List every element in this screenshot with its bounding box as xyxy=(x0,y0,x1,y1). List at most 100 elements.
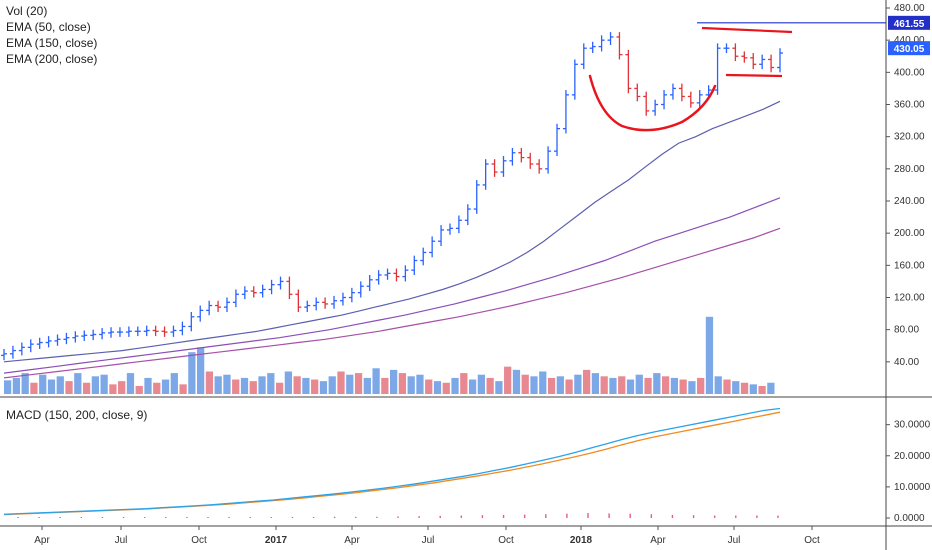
volume-bar xyxy=(319,381,328,394)
volume-bar xyxy=(214,376,222,394)
volume-bar xyxy=(12,377,21,394)
volume-bar xyxy=(82,382,91,394)
volume-bar xyxy=(574,374,582,394)
volume-bar xyxy=(354,373,363,394)
volume-bar xyxy=(205,371,214,394)
volume-bar xyxy=(460,373,468,394)
volume-bar xyxy=(451,377,459,394)
price-y-tick-label: 440.00 xyxy=(894,35,925,46)
price-y-tick-label: 200.00 xyxy=(894,228,925,239)
volume-bar xyxy=(30,382,38,394)
resistance-badge xyxy=(888,15,930,30)
volume-bar xyxy=(697,377,705,394)
volume-bar xyxy=(416,374,424,394)
macd-y-tick-label: 30.0000 xyxy=(894,420,931,431)
volume-bar xyxy=(161,379,170,394)
price-y-tick-label: 400.00 xyxy=(894,67,925,78)
x-tick-label: Apr xyxy=(650,535,666,546)
volume-bar xyxy=(39,374,47,394)
handle-bottom-annotation xyxy=(725,73,783,78)
volume-bar xyxy=(337,371,345,394)
volume-bar xyxy=(390,369,398,394)
legend-ema200: EMA (200, close) xyxy=(6,52,98,66)
volume-bar xyxy=(153,382,161,394)
x-tick-label: Apr xyxy=(344,535,360,546)
volume-bar xyxy=(600,376,608,394)
volume-bar xyxy=(126,373,135,394)
volume-bar xyxy=(135,385,143,394)
price-y-tick-label: 480.00 xyxy=(894,3,925,14)
ema150-line xyxy=(3,197,781,374)
volume-bar xyxy=(91,376,99,394)
volume-bar xyxy=(425,379,433,394)
legend-ema150: EMA (150, close) xyxy=(6,36,98,50)
volume-bar xyxy=(530,376,538,394)
price-y-tick-label: 120.00 xyxy=(894,293,925,304)
macd-y-tick-label: 10.0000 xyxy=(894,482,931,493)
x-tick-label: Oct xyxy=(804,535,820,546)
volume-bar xyxy=(661,376,670,394)
ema200-line xyxy=(3,227,781,379)
volume-bar xyxy=(539,371,547,394)
volume-bar xyxy=(381,377,389,394)
volume-bar xyxy=(618,376,626,394)
volume-bar xyxy=(688,381,696,394)
volume-bar xyxy=(749,384,757,394)
ema50-line xyxy=(3,100,781,363)
volume-bar xyxy=(4,380,12,394)
legend-macd: MACD (150, 200, close, 9) xyxy=(6,408,148,422)
volume-bar xyxy=(240,377,249,394)
volume-bar xyxy=(626,379,635,394)
volume-bar xyxy=(609,377,617,394)
volume-bar xyxy=(670,377,678,394)
volume-bar xyxy=(328,376,336,394)
volume-bar xyxy=(407,376,415,394)
volume-bar xyxy=(705,316,714,394)
price-y-tick-label: 40.00 xyxy=(894,357,919,368)
macd-y-tick-label: 20.0000 xyxy=(894,451,931,462)
volume-bar xyxy=(477,374,485,394)
volume-bar xyxy=(565,379,573,394)
volume-bar xyxy=(679,379,687,394)
volume-bar xyxy=(521,374,529,394)
x-tick-label: Jul xyxy=(115,535,128,546)
volume-bar xyxy=(65,381,73,394)
volume-bar xyxy=(311,379,319,394)
volume-bar xyxy=(267,373,275,394)
volume-bar xyxy=(758,385,766,394)
volume-bar xyxy=(100,374,108,394)
volume-bar xyxy=(21,373,29,394)
x-tick-label: 2018 xyxy=(570,535,593,546)
x-tick-label: Apr xyxy=(34,535,50,546)
volume-bar xyxy=(732,381,740,394)
volume-bar xyxy=(188,352,196,394)
price-pane xyxy=(1,22,886,394)
legend-ema50: EMA (50, close) xyxy=(6,20,91,34)
cup-annotation xyxy=(588,74,717,132)
current-price-badge-label: 430.05 xyxy=(894,44,925,55)
price-y-tick-label: 240.00 xyxy=(894,196,925,207)
handle-top-annotation xyxy=(701,26,793,34)
current-price-badge xyxy=(888,41,930,56)
x-tick-label: Oct xyxy=(498,535,514,546)
volume-bar xyxy=(486,377,494,394)
volume-bar xyxy=(398,373,407,394)
volume-bar xyxy=(144,377,152,394)
volume-bar xyxy=(583,369,591,394)
volume-bar xyxy=(232,379,240,394)
volume-bar xyxy=(504,366,512,394)
volume-bar xyxy=(197,347,205,394)
volume-bar xyxy=(495,381,503,394)
macd-y-tick-label: 0.0000 xyxy=(894,513,925,524)
volume-bar xyxy=(258,376,266,394)
volume-bar xyxy=(372,368,380,394)
volume-bar xyxy=(56,376,64,394)
volume-bar xyxy=(653,373,661,394)
volume-bar xyxy=(109,384,117,394)
price-y-tick-label: 360.00 xyxy=(894,100,925,111)
volume-bar xyxy=(442,382,450,394)
x-tick-label: Jul xyxy=(422,535,435,546)
volume-bar xyxy=(223,374,231,394)
